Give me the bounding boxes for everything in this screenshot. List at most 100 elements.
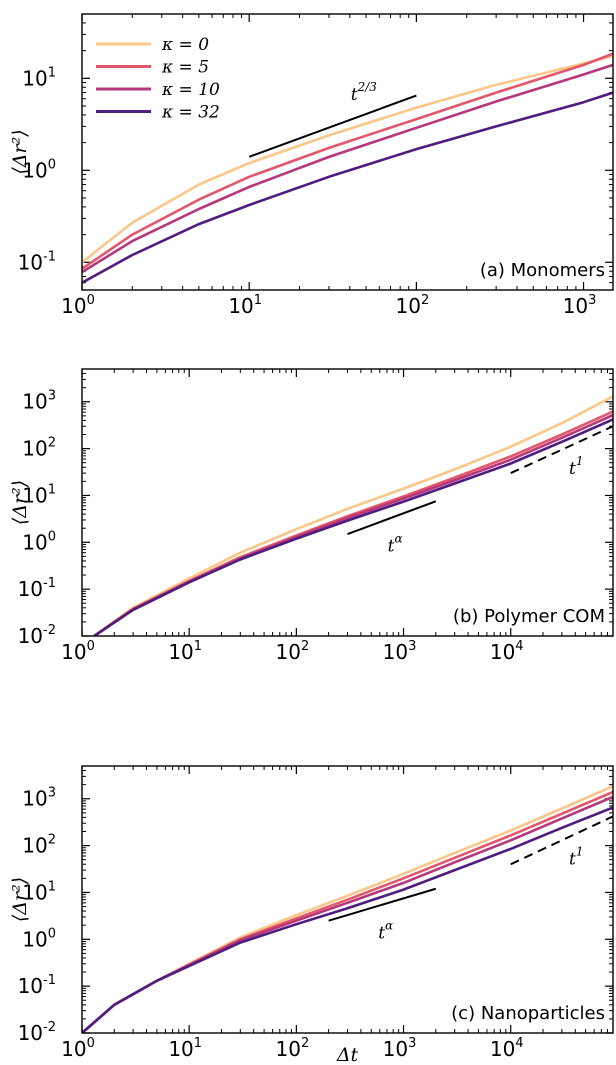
guide-line [510,425,614,475]
guide-base: t [351,85,358,105]
x-tick-label: 101 [168,639,202,664]
y-tick-label: 101 [22,879,56,904]
tick-exp: 3 [408,639,416,654]
x-tick-label: 102 [275,1036,309,1061]
x-tick-label: 100 [61,293,95,318]
tick-exp: 1 [48,65,56,80]
tick-exp: 2 [301,639,309,654]
guide-label: tα [388,532,403,557]
axes-frame [81,13,614,291]
tick-exp: 2 [48,833,56,848]
legend-entry-1: κ = 5 [161,58,209,78]
tick-base: 10 [275,640,300,664]
y-tick-label: 100 [22,926,56,951]
tick-exp: 1 [48,482,56,497]
guide-base: t [569,459,576,479]
series-line-1 [93,410,613,636]
tick-base: 10 [22,390,47,414]
x-tick-label: 102 [275,639,309,664]
guide-label: tα [378,919,393,944]
y-axis-label: ⟨Δr²⟩ [9,877,31,922]
y-axis-label: ⟨Δr²⟩ [9,480,31,525]
y-tick-label: 100 [22,157,56,182]
y-tick-label: 101 [22,482,56,507]
tick-base: 10 [22,66,47,90]
tick-base: 10 [22,834,47,858]
tick-base: 10 [275,1037,300,1061]
tick-base: 10 [22,530,47,554]
tick-base: 10 [18,250,43,274]
tick-base: 10 [22,880,47,904]
y-tick-label: 10-1 [18,249,56,274]
tick-exp: 3 [48,389,56,404]
panel-label: (b) Polymer COM [453,606,605,627]
tick-base: 10 [383,1037,408,1061]
panel-label: (c) Nanoparticles [451,1003,605,1024]
axes-frame [81,368,614,637]
guide-base: t [388,537,395,557]
tick-base: 10 [228,294,253,318]
tick-exp: 4 [515,1036,523,1051]
panel-2: 100 101 102 103 10410-210-1100101102103tαt1(… [9,368,614,664]
tick-exp: 2 [421,293,429,308]
series-line-2 [82,63,613,274]
guide-line [510,815,614,866]
tick-base: 10 [396,294,421,318]
guide-base: t [378,924,385,944]
guide-exp: 1 [576,844,584,858]
tick-exp: 2 [48,436,56,451]
series-line-0 [82,54,613,264]
tick-exp: 1 [48,879,56,894]
series-line-0 [82,785,613,1033]
tick-exp: 0 [48,529,56,544]
tick-exp: 3 [48,786,56,801]
guide-exp: 1 [576,454,584,468]
tick-base: 10 [168,1037,193,1061]
tick-exp: 0 [48,157,56,172]
series-line-2 [93,413,613,636]
series-line-3 [93,418,613,636]
x-tick-label: 104 [490,639,524,664]
tick-base: 10 [22,437,47,461]
tick-exp: 1 [194,639,202,654]
x-tick-label: 103 [563,293,597,318]
y-tick-label: 10-2 [18,623,56,648]
series-line-1 [82,52,613,270]
y-tick-label: 103 [22,389,56,414]
tick-exp: 0 [87,639,95,654]
x-tick-label: 103 [383,1036,417,1061]
tick-exp: -2 [43,623,56,638]
tick-exp: 4 [515,639,523,654]
tick-base: 10 [18,1021,43,1045]
tick-exp: 0 [87,1036,95,1051]
series-line-0 [93,395,613,636]
tick-base: 10 [490,1037,515,1061]
y-tick-label: 100 [22,529,56,554]
legend-entry-2: κ = 10 [161,80,220,100]
tick-base: 10 [61,294,86,318]
tick-exp: 3 [408,1036,416,1051]
series-line-3 [82,806,613,1033]
y-tick-label: 101 [22,65,56,90]
tick-base: 10 [168,640,193,664]
legend-entry-3: κ = 32 [161,103,220,123]
guide-base: t [569,849,576,869]
axes-frame [81,765,614,1034]
tick-base: 10 [563,294,588,318]
tick-base: 10 [22,483,47,507]
tick-base: 10 [61,640,86,664]
y-axis-label: ⟨Δr²⟩ [9,129,31,174]
guide-label: t1 [569,454,583,479]
y-tick-label: 10-1 [18,576,56,601]
tick-base: 10 [18,624,43,648]
tick-exp: 1 [254,293,262,308]
panel-label: (a) Monomers [480,260,605,281]
x-tick-label: 100 [61,639,95,664]
tick-exp: 0 [87,293,95,308]
y-tick-label: 102 [22,436,56,461]
tick-exp: 3 [588,293,596,308]
tick-exp: -1 [43,249,56,264]
legend: κ = 0 κ = 5κ = 10 κ = 32 [96,35,220,123]
guide-exp: 2/3 [357,80,378,94]
x-tick-label: 104 [490,1036,524,1061]
